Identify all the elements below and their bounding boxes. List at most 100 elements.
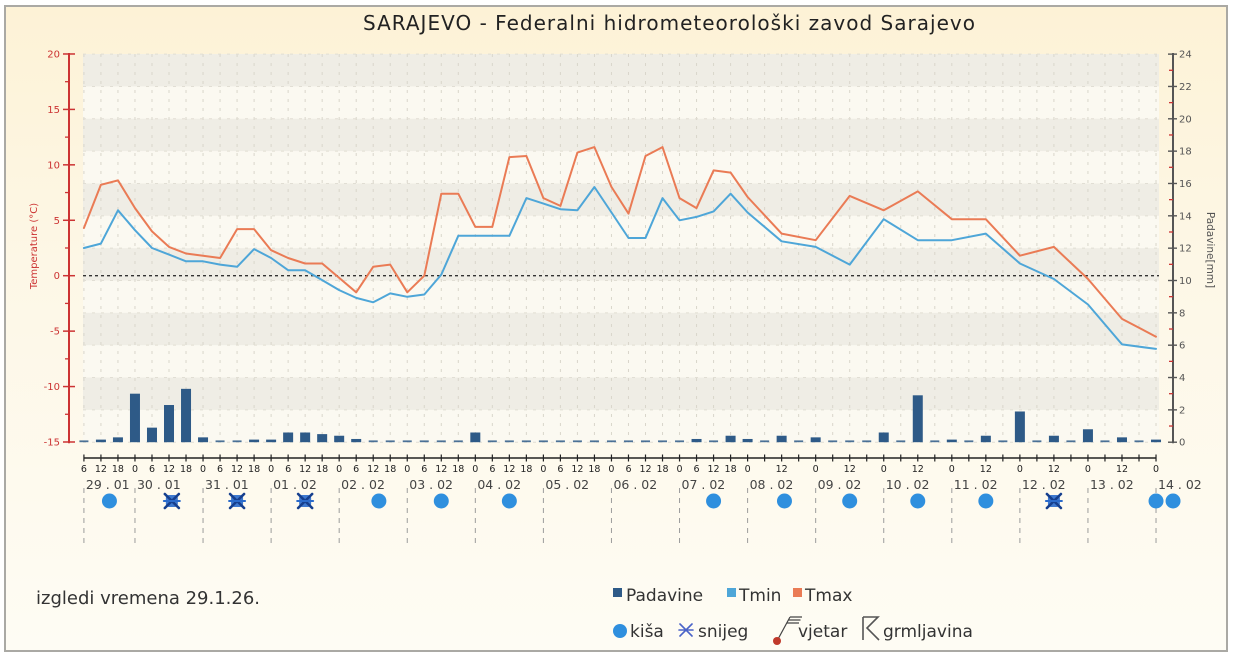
precipitation-bar[interactable]	[215, 440, 225, 443]
tmin-swatch-icon	[727, 588, 736, 597]
precipitation-bar[interactable]	[198, 437, 209, 443]
precipitation-bar[interactable]	[896, 440, 906, 443]
precipitation-bar[interactable]	[385, 440, 395, 443]
precipitation-bar[interactable]	[470, 432, 481, 443]
date-label: 04 . 02	[477, 477, 521, 492]
precipitation-bar[interactable]	[675, 440, 685, 443]
day-separators	[83, 488, 1157, 548]
hour-label: 6	[625, 464, 631, 475]
snow-icon	[228, 492, 247, 510]
precipitation-bar[interactable]	[1116, 437, 1127, 443]
temperature-axis: Temperature (°C) 20 15 10 5 0 -5 -10 -15	[29, 49, 75, 448]
precipitation-bar[interactable]	[1066, 440, 1076, 443]
precipitation-bar[interactable]	[129, 393, 140, 443]
precipitation-bar[interactable]	[79, 440, 89, 443]
precipitation-bar[interactable]	[164, 405, 175, 443]
precipitation-bar[interactable]	[572, 440, 582, 443]
hour-label: 6	[81, 464, 87, 475]
precipitation-bar[interactable]	[760, 440, 770, 443]
precipitation-bar[interactable]	[878, 432, 889, 443]
precipitation-bar[interactable]	[317, 434, 328, 443]
precipitation-bar[interactable]	[964, 440, 974, 443]
precipitation-bar[interactable]	[862, 440, 872, 443]
hour-label: 0	[1153, 464, 1159, 475]
precipitation-bar[interactable]	[368, 440, 378, 443]
precipitation-bar[interactable]	[742, 438, 753, 443]
precipitation-bar[interactable]	[419, 440, 429, 443]
hour-label: 0	[813, 464, 819, 475]
rain-dot-icon	[978, 493, 994, 509]
precipitation-bar[interactable]	[283, 432, 294, 443]
precipitation-bar[interactable]	[1134, 440, 1144, 443]
rain-dot-icon	[842, 493, 858, 509]
precipitation-bar[interactable]	[1014, 411, 1025, 443]
precipitation-bar[interactable]	[658, 440, 668, 443]
precipitation-bar[interactable]	[1048, 435, 1059, 443]
precipitation-bar[interactable]	[640, 440, 650, 443]
precipitation-bar[interactable]	[845, 440, 855, 443]
precipitation-bar[interactable]	[828, 440, 838, 443]
legend-item-tmax[interactable]: Tmax	[793, 586, 852, 606]
hour-label: 0	[1017, 464, 1023, 475]
precipitation-bar[interactable]	[589, 440, 599, 443]
precipitation-bar[interactable]	[300, 432, 311, 443]
rain-dot-icon	[1165, 493, 1181, 509]
plot-band	[83, 118, 1159, 152]
date-label: 10 . 02	[886, 477, 930, 492]
hour-label: 18	[248, 464, 260, 475]
precipitation-bar[interactable]	[334, 435, 345, 443]
precipitation-bar[interactable]	[691, 438, 702, 443]
precipitation-bar[interactable]	[249, 439, 260, 443]
precipitation-bar[interactable]	[232, 440, 242, 443]
legend-label-snijeg: snijeg	[698, 622, 748, 642]
precipitation-bar[interactable]	[810, 437, 821, 443]
precipitation-bar[interactable]	[709, 440, 719, 443]
hour-label: 0	[1085, 464, 1091, 475]
precipitation-bar[interactable]	[946, 439, 957, 443]
precipitation-bar[interactable]	[266, 439, 277, 443]
precipitation-bar[interactable]	[725, 435, 736, 443]
precipitation-bar[interactable]	[776, 435, 787, 443]
legend-item-snijeg: snijeg	[678, 622, 748, 642]
snow-icon	[1044, 492, 1063, 510]
legend-item-kisa: kiša	[613, 622, 664, 642]
rain-dot-icon	[613, 624, 627, 638]
tmax-line[interactable]	[82, 146, 1157, 338]
precipitation-bar[interactable]	[351, 438, 362, 443]
precipitation-bar[interactable]	[555, 440, 565, 443]
hour-label: 0	[745, 464, 751, 475]
precipitation-bar[interactable]	[112, 437, 123, 443]
precipitation-bar[interactable]	[1100, 440, 1110, 443]
precipitation-bar[interactable]	[521, 440, 531, 443]
precipitation-bar[interactable]	[453, 440, 463, 443]
precipitation-bar[interactable]	[538, 440, 548, 443]
precipitation-bar[interactable]	[1082, 429, 1093, 443]
precipitation-bar[interactable]	[1151, 439, 1162, 443]
precipitation-tick-label: 22	[1179, 82, 1192, 93]
precipitation-bar[interactable]	[146, 427, 157, 443]
precipitation-bar[interactable]	[436, 440, 446, 443]
precipitation-bar[interactable]	[1032, 440, 1042, 443]
precipitation-tick-label: 12	[1179, 244, 1192, 255]
tmin-line[interactable]	[82, 186, 1157, 350]
precipitation-tick-label: 2	[1179, 405, 1185, 416]
temperature-tick-label: 15	[47, 105, 60, 116]
precipitation-bar[interactable]	[504, 440, 514, 443]
precipitation-bar[interactable]	[930, 440, 940, 443]
precipitation-bar[interactable]	[794, 440, 804, 443]
hour-label: 12	[503, 464, 515, 475]
precipitation-bar[interactable]	[487, 440, 497, 443]
temperature-tick-label: 20	[47, 49, 60, 60]
precipitation-bar[interactable]	[912, 395, 923, 443]
precipitation-bar[interactable]	[998, 440, 1008, 443]
legend-item-padavine[interactable]: Padavine	[613, 586, 703, 606]
legend-item-tmin[interactable]: Tmin	[727, 586, 781, 606]
precipitation-bar[interactable]	[95, 439, 106, 443]
precipitation-bar[interactable]	[181, 388, 192, 443]
rain-dot-icon	[1148, 493, 1164, 509]
plot-area	[83, 54, 1159, 443]
precipitation-bar[interactable]	[402, 440, 412, 443]
precipitation-bar[interactable]	[980, 435, 991, 443]
precipitation-bar[interactable]	[606, 440, 616, 443]
precipitation-bar[interactable]	[623, 440, 633, 443]
